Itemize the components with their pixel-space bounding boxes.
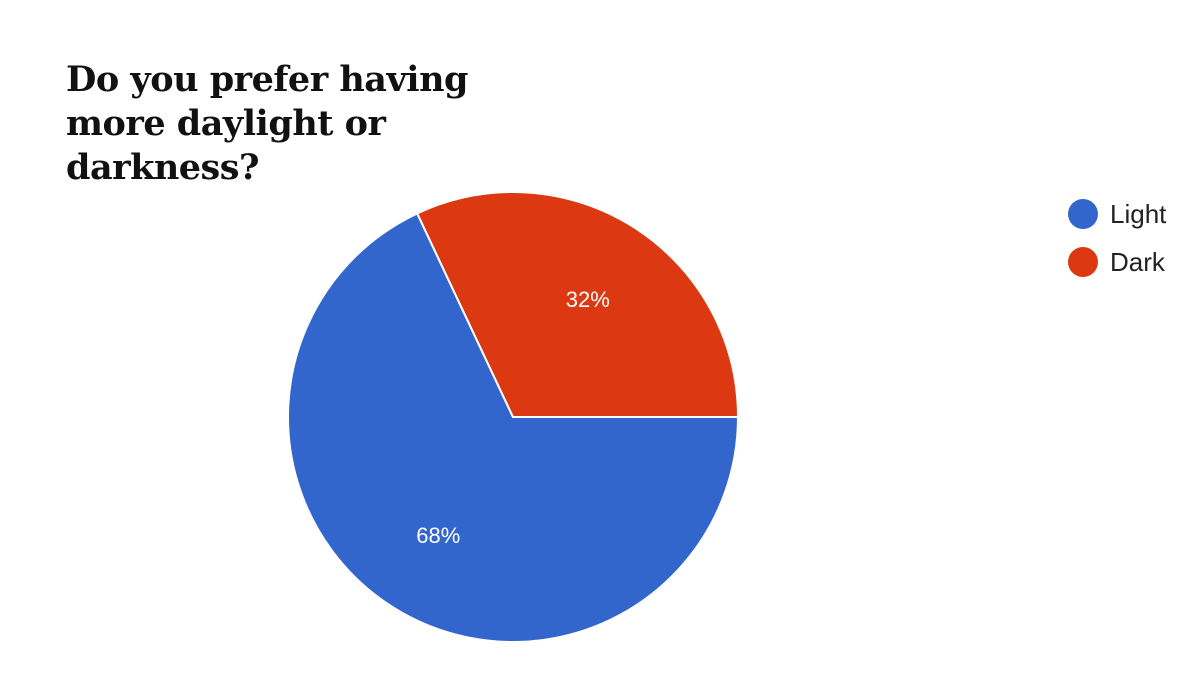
- legend-item-dark: Dark: [1068, 238, 1193, 286]
- slice-label-light: 68%: [416, 523, 460, 548]
- legend: Light Dark: [1068, 190, 1193, 286]
- legend-label-dark: Dark: [1110, 246, 1165, 277]
- pie-slice-light: [287, 212, 740, 643]
- chart-title: Do you prefer having more daylight or da…: [66, 59, 469, 188]
- legend-item-light: Light: [1068, 190, 1193, 238]
- pie-slice-dark: [415, 191, 740, 418]
- legend-label-light: Light: [1110, 198, 1167, 229]
- slice-label-dark: 32%: [566, 287, 610, 312]
- legend-swatch-light: [1068, 199, 1098, 229]
- legend-swatch-dark: [1068, 247, 1098, 277]
